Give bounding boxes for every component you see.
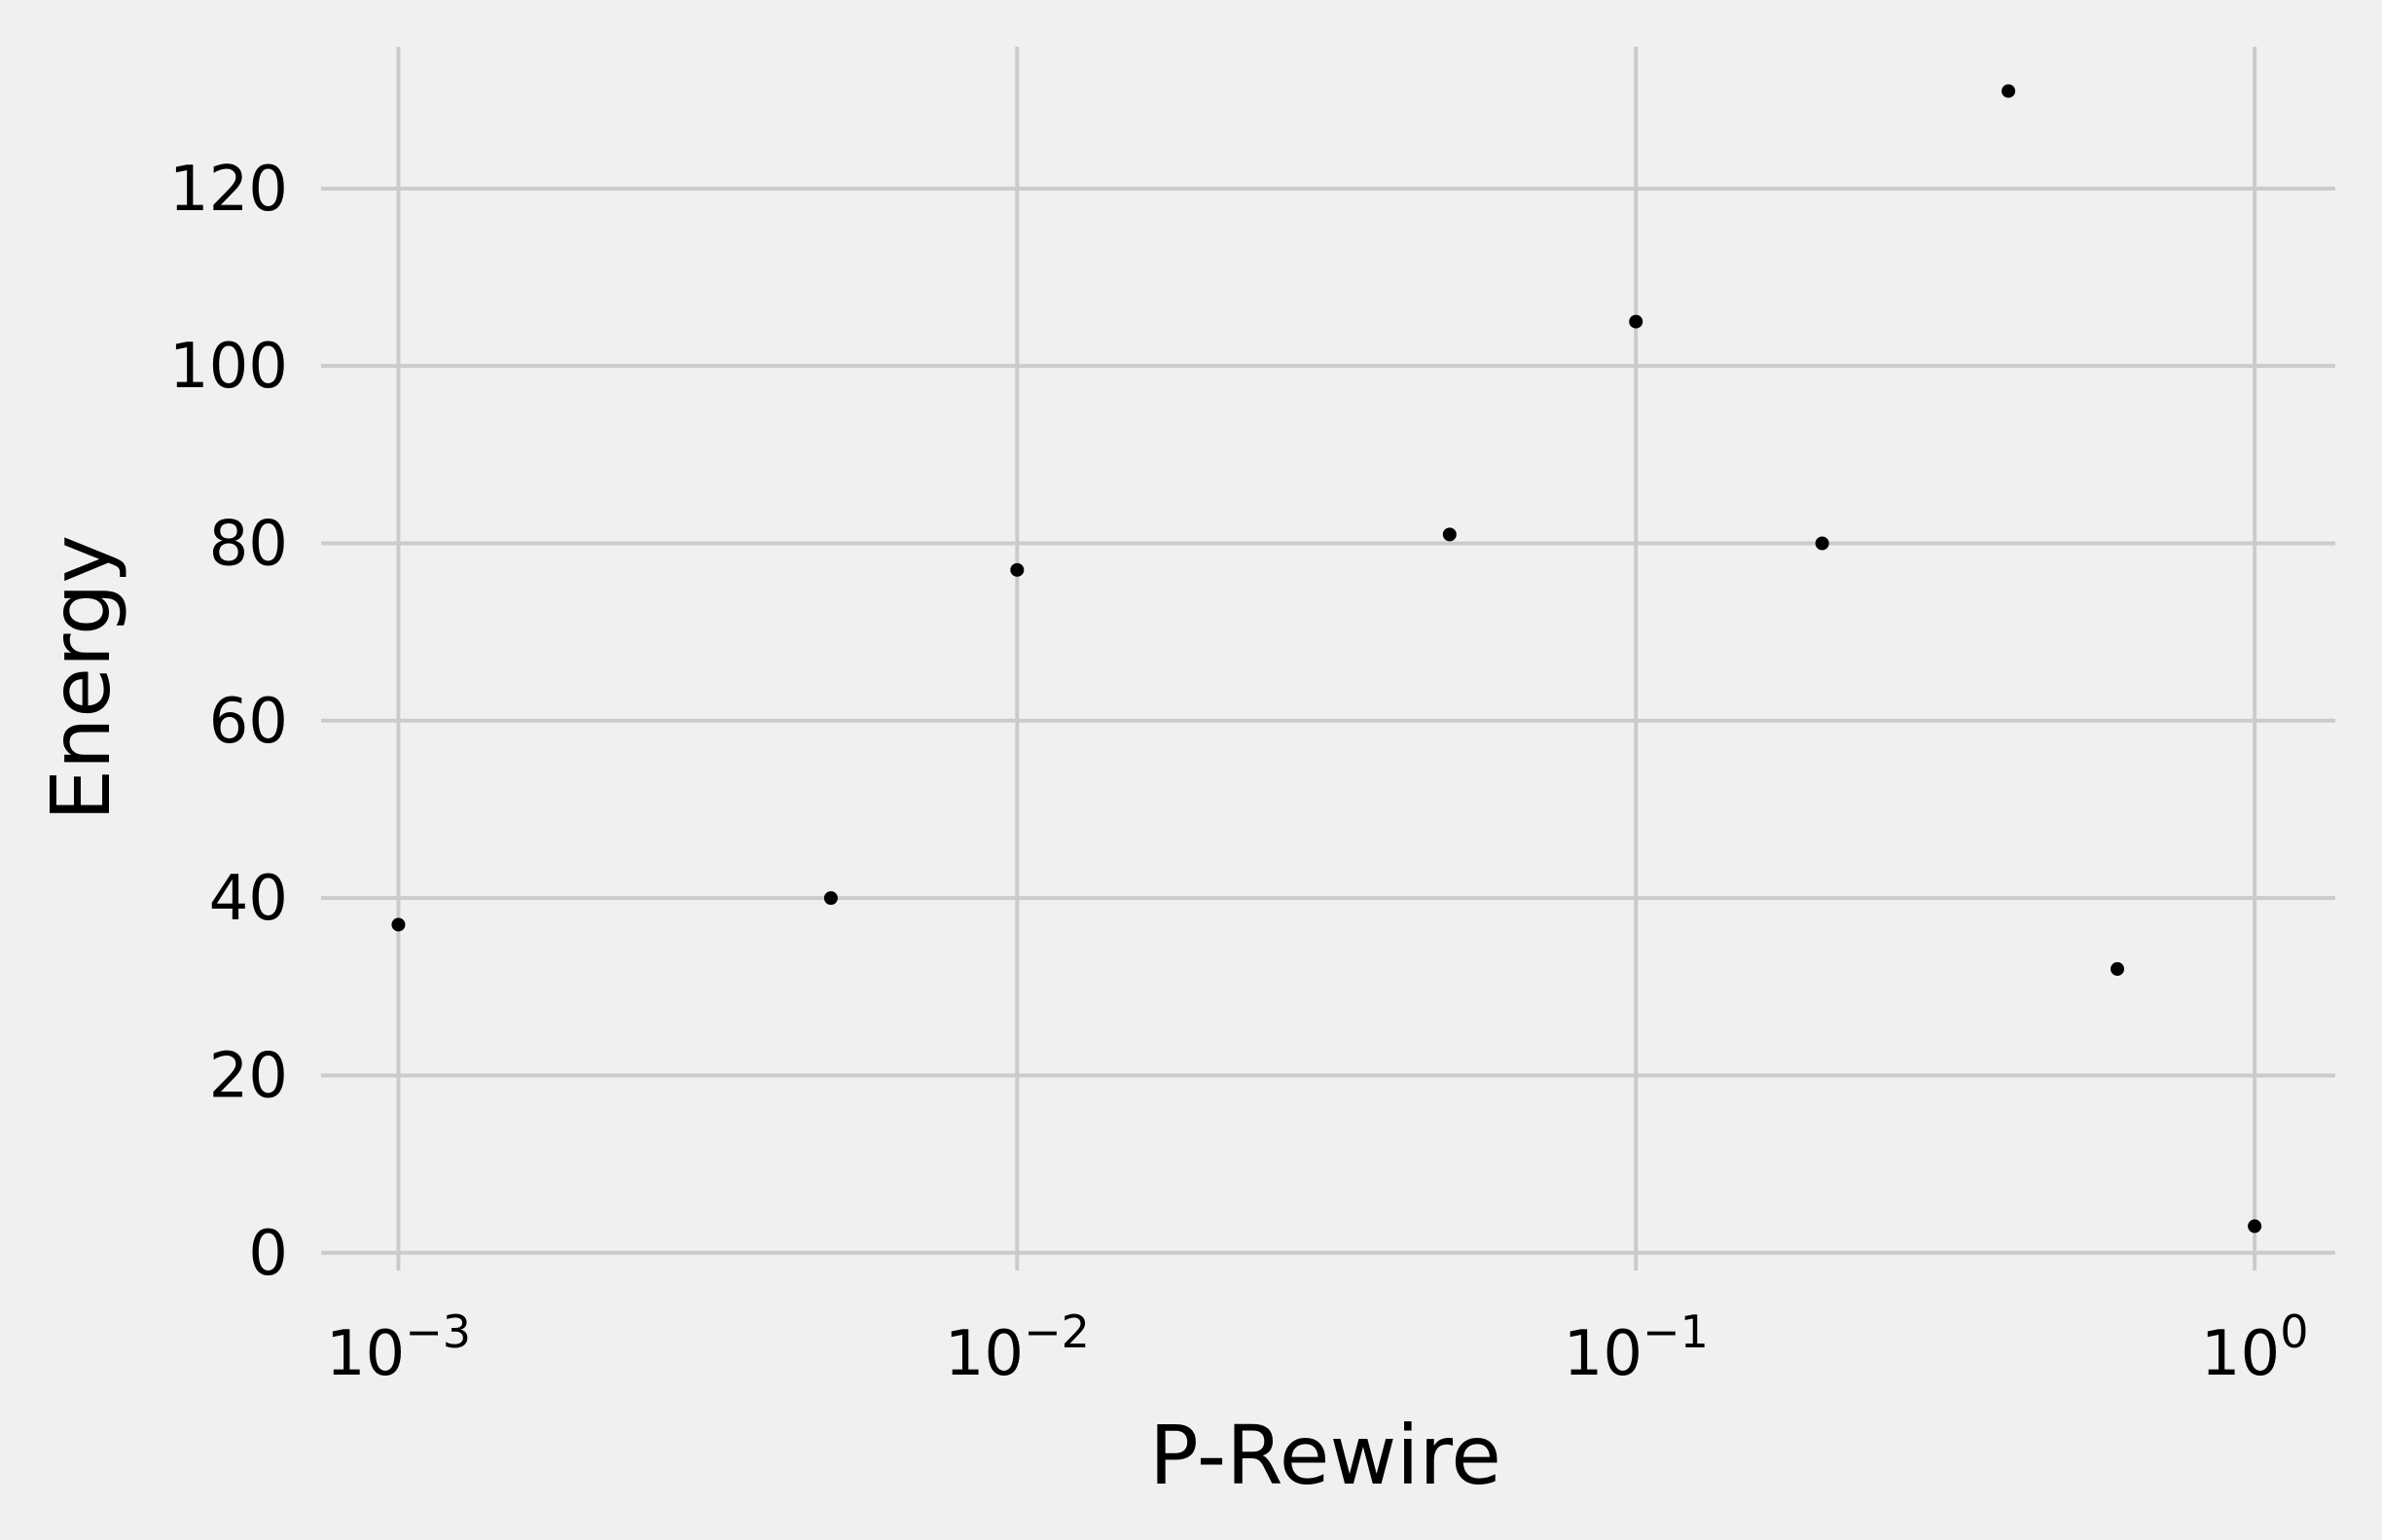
y-tick-label-3: 60 (209, 686, 288, 758)
grid (321, 47, 2335, 1271)
y-axis-label: Energy (33, 535, 128, 821)
x-tick-label-1: 10−2 (945, 1306, 1090, 1390)
x-tick-labels: 10−3 10−2 10−1 100 (326, 1306, 2309, 1390)
data-point-2 (1010, 562, 1025, 577)
y-tick-label-4: 80 (209, 508, 288, 580)
data-point-5 (1815, 536, 1829, 551)
data-points (391, 84, 2262, 1234)
y-tick-label-0: 0 (248, 1218, 288, 1290)
x-axis-label: P-Rewire (1149, 1408, 1501, 1503)
y-tick-label-1: 20 (209, 1040, 288, 1112)
data-point-8 (2248, 1219, 2262, 1234)
y-tick-label-2: 40 (209, 863, 288, 935)
data-point-4 (1629, 314, 1643, 329)
x-tick-label-2: 10−1 (1564, 1306, 1709, 1390)
data-point-7 (2111, 962, 2125, 977)
y-tick-labels: 0 20 40 60 80 100 120 (169, 154, 288, 1290)
x-tick-label-3: 100 (2201, 1306, 2309, 1390)
data-point-6 (2002, 84, 2016, 98)
x-tick-label-0: 10−3 (326, 1306, 471, 1390)
data-point-3 (1442, 527, 1457, 542)
y-tick-label-6: 120 (169, 154, 288, 226)
data-point-1 (823, 891, 838, 906)
data-point-0 (391, 917, 406, 932)
y-tick-label-5: 100 (169, 331, 288, 403)
